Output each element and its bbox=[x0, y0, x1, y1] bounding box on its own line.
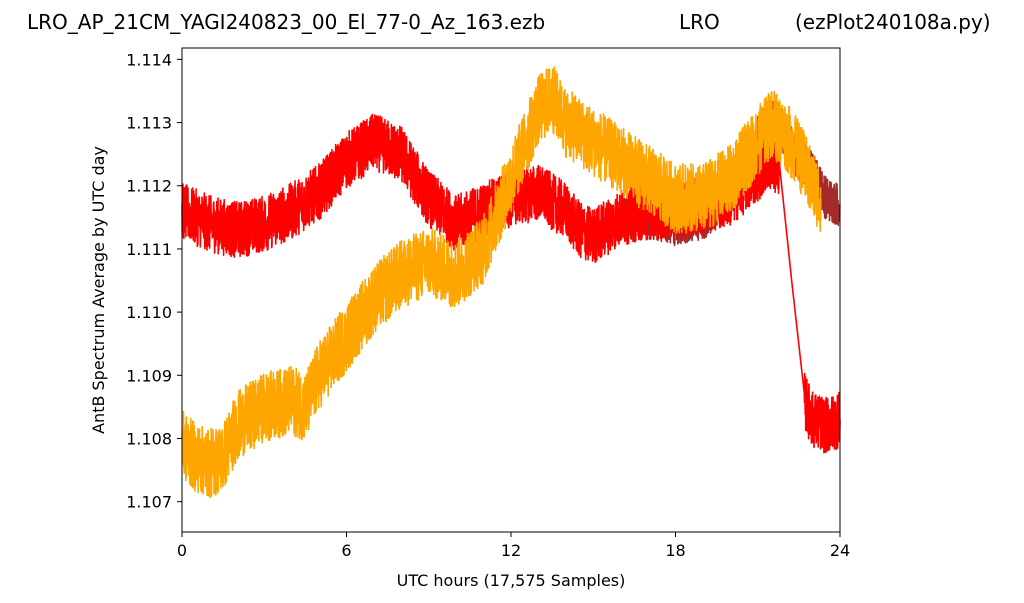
chart-title-program: (ezPlot240108a.py) bbox=[795, 10, 991, 34]
chart-title-station: LRO bbox=[679, 10, 720, 34]
plot-frame bbox=[181, 47, 841, 533]
x-tick-label: 24 bbox=[830, 541, 850, 560]
y-tick-label: 1.107 bbox=[126, 493, 172, 512]
chart-title-filename: LRO_AP_21CM_YAGI240823_00_El_77-0_Az_163… bbox=[27, 10, 546, 34]
y-axis: 1.107 1.108 1.109 1.110 1.111 1.112 1.113 1.114 bbox=[126, 50, 182, 512]
x-axis-label: UTC hours (17,575 Samples) bbox=[397, 571, 626, 590]
x-tick-label: 0 bbox=[177, 541, 187, 560]
y-tick-label: 1.114 bbox=[126, 50, 172, 69]
y-tick-label: 1.112 bbox=[126, 177, 172, 196]
x-tick-label: 6 bbox=[341, 541, 351, 560]
y-tick-label: 1.110 bbox=[126, 303, 172, 322]
y-tick-label: 1.109 bbox=[126, 366, 172, 385]
x-tick-label: 12 bbox=[501, 541, 521, 560]
series-line-2 bbox=[181, 66, 822, 499]
y-tick-label: 1.111 bbox=[126, 240, 172, 259]
y-tick-label: 1.113 bbox=[126, 114, 172, 133]
y-axis-label: AntB Spectrum Average by UTC day bbox=[89, 146, 108, 434]
x-tick-label: 18 bbox=[665, 541, 685, 560]
y-tick-label: 1.108 bbox=[126, 429, 172, 448]
x-axis: 0 6 12 18 24 bbox=[177, 532, 850, 560]
series-layer bbox=[181, 66, 841, 499]
